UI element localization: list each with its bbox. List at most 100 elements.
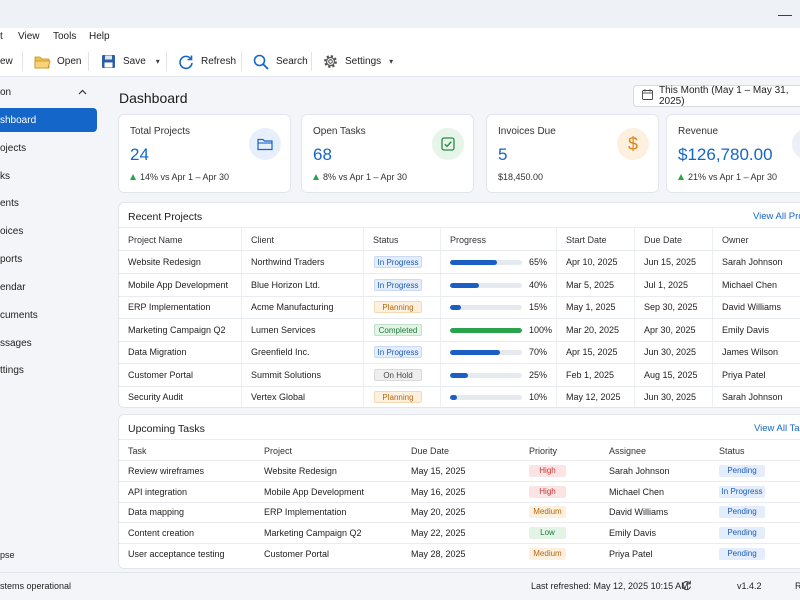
row-divider xyxy=(119,340,800,342)
new-button-label: ew xyxy=(0,56,13,67)
stat-card-invoices-due[interactable]: Invoices Due 5 $18,450.00 $ xyxy=(486,114,659,193)
view-all-projects-link[interactable]: View All Projects xyxy=(753,211,800,222)
new-button[interactable]: ew xyxy=(0,46,13,77)
refresh-button[interactable]: Refresh xyxy=(177,46,236,77)
table-row[interactable]: Mobile App Development Blue Horizon Ltd. I… xyxy=(119,274,800,297)
column-header-task[interactable]: Task xyxy=(128,446,147,456)
task-cell: Review wireframes xyxy=(128,466,205,476)
sidebar-item-settings[interactable]: ttings xyxy=(0,358,97,382)
menu-item-edit[interactable]: t xyxy=(0,31,3,42)
stat-card-label: Open Tasks xyxy=(313,126,366,137)
sidebar-item-invoices[interactable]: oices xyxy=(0,219,97,243)
table-row[interactable]: Marketing Campaign Q2 Lumen Services Compl… xyxy=(119,319,800,342)
priority-badge: Medium xyxy=(529,506,566,519)
status-badge: In Progress xyxy=(374,346,422,358)
task-row[interactable]: Data mapping ERP Implementation May 20, 20… xyxy=(119,502,800,524)
folder-icon xyxy=(249,128,281,160)
column-header-project-name[interactable]: Project Name xyxy=(128,235,183,245)
stat-card-value: 24 xyxy=(130,145,149,164)
chevron-up-icon[interactable] xyxy=(78,87,87,98)
column-header-progress[interactable]: Progress xyxy=(450,235,487,245)
status-badge: Pending xyxy=(719,547,765,560)
open-button[interactable]: Open xyxy=(33,46,81,77)
save-button[interactable]: Save ▾ xyxy=(99,46,160,77)
row-divider xyxy=(119,318,800,319)
minimize-button[interactable]: — xyxy=(778,6,792,22)
client-cell: Northwind Traders xyxy=(251,257,325,267)
stat-card-open-tasks[interactable]: Open Tasks 68 8% vs Apr 1 – Apr 30 xyxy=(301,114,474,193)
priority-badge: Low xyxy=(529,527,566,540)
chevron-down-icon[interactable]: ▾ xyxy=(389,57,394,66)
menu-item-tools[interactable]: Tools xyxy=(53,31,77,42)
column-header-status[interactable]: Status xyxy=(719,446,745,456)
sidebar-item-documents[interactable]: cuments xyxy=(0,303,97,327)
toolbar-divider xyxy=(166,52,167,71)
priority-badge: High xyxy=(529,465,566,477)
client-cell: Vertex Global xyxy=(251,392,306,402)
menu-item-help[interactable]: Help xyxy=(89,31,110,42)
sidebar-item-tasks[interactable]: ks xyxy=(0,164,97,188)
view-all-tasks-link[interactable]: View All Tasks xyxy=(754,423,800,434)
project-name-cell: Website Redesign xyxy=(128,257,201,267)
table-row[interactable]: Website Redesign Northwind Traders In Prog… xyxy=(119,251,800,274)
save-icon xyxy=(99,53,117,71)
due-date-cell: Jun 15, 2025 xyxy=(644,257,697,267)
toolbar-divider xyxy=(22,52,23,71)
progress-bar-fill xyxy=(450,305,461,310)
table-row[interactable]: Data Migration Greenfield Inc. In Progress… xyxy=(119,341,800,364)
column-header-project[interactable]: Project xyxy=(264,446,293,456)
table-row[interactable]: ERP Implementation Acme Manufacturing Plan… xyxy=(119,296,800,319)
search-button[interactable]: Search xyxy=(252,46,308,77)
collapse-button[interactable]: pse xyxy=(0,550,15,560)
column-header-priority[interactable]: Priority xyxy=(529,446,558,456)
sidebar: on shboard ojects ks ents oices ports en… xyxy=(0,77,106,572)
column-header-owner[interactable]: Owner xyxy=(722,235,749,245)
status-badge: On Hold xyxy=(374,368,422,381)
task-row[interactable]: API integration Mobile App Development May… xyxy=(119,482,800,503)
table-row[interactable]: Security Audit Vertex Global Planning 10% Ma… xyxy=(119,386,800,407)
stat-card-sub: $18,450.00 xyxy=(498,172,544,182)
progress-percent: 65% xyxy=(529,257,548,267)
task-row[interactable]: Content creation Marketing Campaign Q2 May… xyxy=(119,523,800,545)
chevron-down-icon[interactable]: ▾ xyxy=(155,57,160,66)
refresh-button-label: Refresh xyxy=(201,56,237,67)
sidebar-item-label: endar xyxy=(0,281,26,293)
task-row[interactable]: Review wireframes Website Redesign May 15,… xyxy=(119,461,800,482)
page-title: Dashboard xyxy=(119,90,188,106)
sidebar-item-reports[interactable]: ports xyxy=(0,247,97,271)
checkbox-icon xyxy=(432,128,464,160)
menu-item-view[interactable]: View xyxy=(18,31,40,42)
sidebar-item-label: ents xyxy=(0,197,19,209)
column-header-due-date[interactable]: Due Date xyxy=(411,446,450,456)
progress-bar xyxy=(450,327,522,333)
stat-card-value: 68 xyxy=(313,145,332,164)
column-header-client[interactable]: Client xyxy=(251,235,275,245)
column-header-status[interactable]: Status xyxy=(373,235,399,245)
sidebar-item-calendar[interactable]: endar xyxy=(0,275,97,299)
stat-card-sub: 14% vs Apr 1 – Apr 30 xyxy=(140,172,230,182)
sidebar-item-clients[interactable]: ents xyxy=(0,191,97,215)
stat-card-label: Total Projects xyxy=(130,126,191,137)
column-header-assignee[interactable]: Assignee xyxy=(609,446,647,456)
upcoming-tasks-panel: Upcoming Tasks View All Tasks Task Proje… xyxy=(118,414,800,569)
progress-bar-fill xyxy=(450,327,522,333)
stat-card-revenue[interactable]: Revenue $126,780.00 21% vs Apr 1 – Apr 3… xyxy=(666,114,800,193)
task-row[interactable]: User acceptance testing Customer Portal Ma… xyxy=(119,544,800,564)
sidebar-item-messages[interactable]: ssages xyxy=(0,331,97,355)
sidebar-item-projects[interactable]: ojects xyxy=(0,136,97,160)
progress-bar xyxy=(450,395,522,400)
status-badge: In Progress xyxy=(374,256,422,268)
date-range-picker[interactable]: This Month (May 1 – May 31, 2025) xyxy=(633,85,800,107)
sidebar-item-dashboard[interactable]: shboard xyxy=(0,108,97,132)
stat-card-total-projects[interactable]: Total Projects 24 14% vs Apr 1 – Apr 30 xyxy=(118,114,291,193)
due-date-cell: Jun 30, 2025 xyxy=(644,347,697,357)
column-header-start-date[interactable]: Start Date xyxy=(566,235,607,245)
assignee-cell: David Williams xyxy=(609,507,669,518)
refresh-icon[interactable] xyxy=(681,580,692,593)
settings-button[interactable]: Settings ▾ xyxy=(321,46,393,77)
stat-card-sub: 8% vs Apr 1 – Apr 30 xyxy=(323,172,408,182)
column-header-due-date[interactable]: Due Date xyxy=(644,235,683,245)
assignee-cell: Emily Davis xyxy=(609,528,657,539)
table-row[interactable]: Customer Portal Summit Solutions On Hold 25… xyxy=(119,364,800,387)
divider xyxy=(119,439,800,440)
